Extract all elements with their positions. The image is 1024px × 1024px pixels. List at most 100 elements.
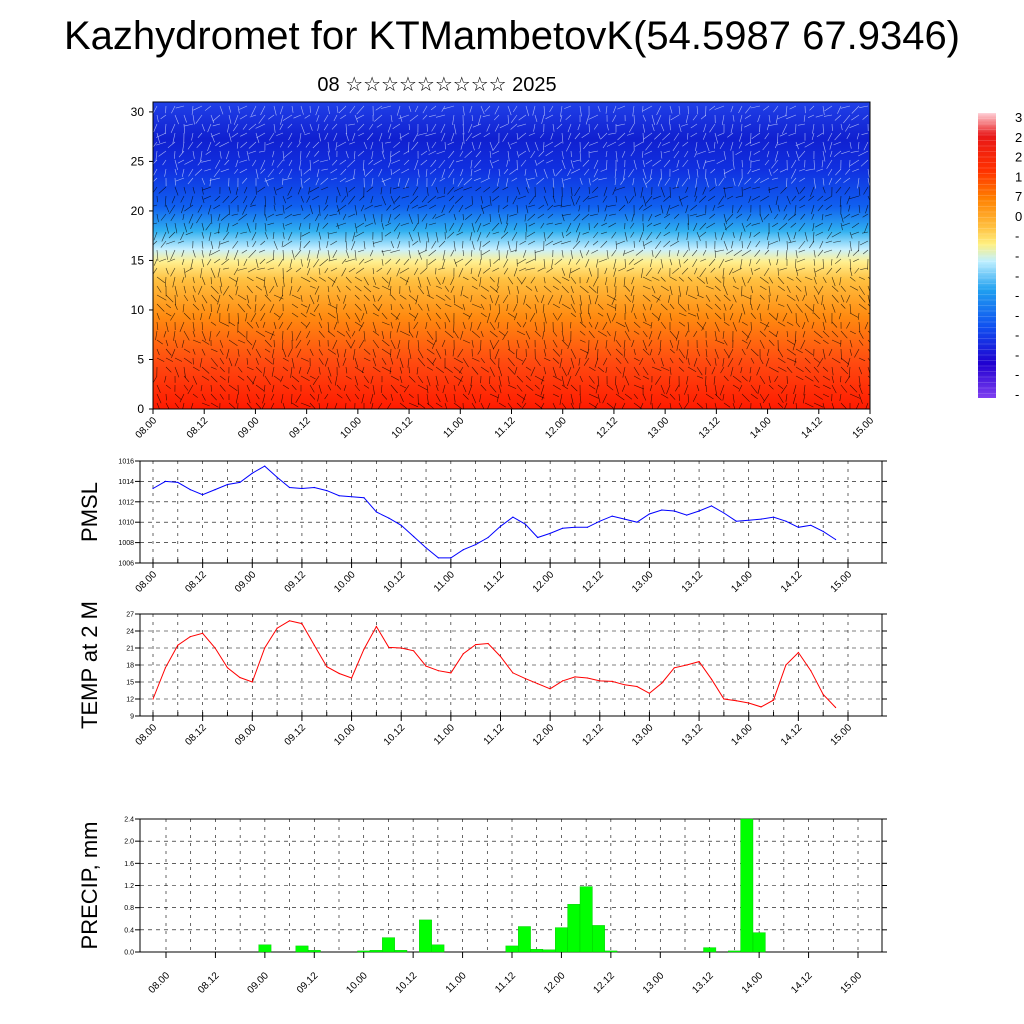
- wind-vector: [227, 375, 230, 383]
- wind-vector: [286, 267, 293, 273]
- wind-vector: [822, 177, 825, 186]
- wind-vector: [525, 339, 530, 349]
- wind-vector: [709, 123, 716, 133]
- wind-vector: [624, 258, 626, 268]
- data-point: [537, 536, 539, 539]
- wind-vector: [831, 330, 839, 338]
- wind-vector: [389, 366, 392, 374]
- wind-vector: [368, 159, 374, 165]
- wind-vector: [503, 168, 509, 174]
- wind-vector: [714, 339, 725, 344]
- wind-vector: [547, 204, 554, 211]
- wind-vector: [324, 132, 329, 140]
- wind-vector: [408, 402, 419, 408]
- wind-vector: [819, 240, 824, 249]
- wind-vector: [298, 222, 302, 230]
- wind-vector: [408, 303, 412, 311]
- wind-vector: [453, 123, 457, 135]
- wind-vector: [614, 168, 617, 179]
- wind-vector: [624, 357, 629, 364]
- wind-vector: [174, 222, 178, 234]
- wind-vector: [345, 321, 350, 332]
- wind-vector: [408, 348, 412, 359]
- wind-vector: [669, 393, 676, 400]
- precip-bar: [555, 927, 568, 953]
- wind-vector: [268, 114, 275, 120]
- wind-vector: [642, 276, 652, 282]
- wind-vector: [777, 285, 785, 291]
- wind-vector: [537, 159, 545, 165]
- wind-vector: [768, 114, 771, 123]
- wind-vector: [210, 321, 217, 326]
- x-tick-label: 15.00: [829, 569, 855, 595]
- wind-vector: [364, 258, 374, 264]
- wind-vector: [867, 357, 870, 362]
- wind-vector: [795, 141, 799, 150]
- wind-vector: [588, 114, 599, 120]
- wind-vector: [714, 393, 722, 401]
- wind-vector: [795, 366, 804, 372]
- wind-vector: [651, 312, 660, 320]
- wind-vector: [417, 204, 428, 209]
- wind-vector: [597, 348, 599, 360]
- wind-vector: [859, 105, 869, 108]
- wind-vector: [705, 384, 707, 393]
- wind-vector: [738, 384, 743, 392]
- wind-vector: [156, 249, 159, 261]
- wind-vector: [318, 384, 322, 394]
- wind-vector: [570, 249, 573, 259]
- wind-vector: [282, 249, 284, 261]
- wind-vector: [297, 186, 302, 195]
- wind-vector: [687, 366, 697, 372]
- wind-vector: [537, 213, 545, 219]
- wind-vector: [696, 402, 703, 409]
- wind-vector: [516, 285, 520, 294]
- wind-vector: [228, 105, 232, 113]
- wind-vector: [273, 321, 277, 330]
- wind-vector: [642, 195, 647, 207]
- wind-vector: [164, 168, 167, 177]
- wind-vector: [356, 114, 365, 119]
- wind-vector: [683, 258, 689, 264]
- wind-vector: [710, 168, 716, 174]
- wind-vector: [407, 339, 410, 350]
- wind-vector: [210, 114, 215, 124]
- wind-vector: [666, 384, 671, 395]
- y-tick-label: 10: [131, 303, 145, 317]
- data-point: [326, 490, 328, 492]
- wind-vector: [341, 258, 347, 264]
- wind-vector: [632, 177, 635, 186]
- wind-vector: [306, 150, 311, 158]
- wind-vector: [540, 222, 545, 229]
- precip-bar: [419, 919, 432, 953]
- wind-vector: [184, 204, 194, 212]
- wind-vector: [705, 105, 707, 117]
- wind-vector: [726, 195, 734, 200]
- wind-vector: [669, 114, 671, 125]
- wind-vector: [593, 222, 599, 229]
- wind-vector: [165, 384, 171, 389]
- wind-vector: [521, 402, 527, 409]
- wind-vector: [201, 276, 206, 286]
- wind-vector: [840, 357, 850, 365]
- wind-vector: [352, 231, 356, 242]
- data-point: [723, 512, 725, 514]
- wind-vector: [399, 132, 402, 141]
- wind-vector: [543, 312, 547, 324]
- wind-vector: [552, 366, 557, 378]
- wind-vector: [507, 402, 513, 409]
- wind-vector: [795, 276, 802, 283]
- wind-vector: [753, 231, 761, 237]
- wind-vector: [267, 213, 275, 218]
- wind-vector: [306, 366, 311, 375]
- wind-vector: [469, 231, 473, 241]
- wind-vector: [598, 177, 608, 181]
- wind-vector: [247, 267, 257, 273]
- wind-vector: [417, 285, 425, 295]
- wind-vector: [817, 204, 824, 212]
- wind-vector: [534, 249, 536, 261]
- wind-vector: [381, 321, 390, 326]
- data-point: [772, 516, 775, 518]
- wind-vector: [456, 231, 464, 236]
- wind-vector: [678, 195, 683, 207]
